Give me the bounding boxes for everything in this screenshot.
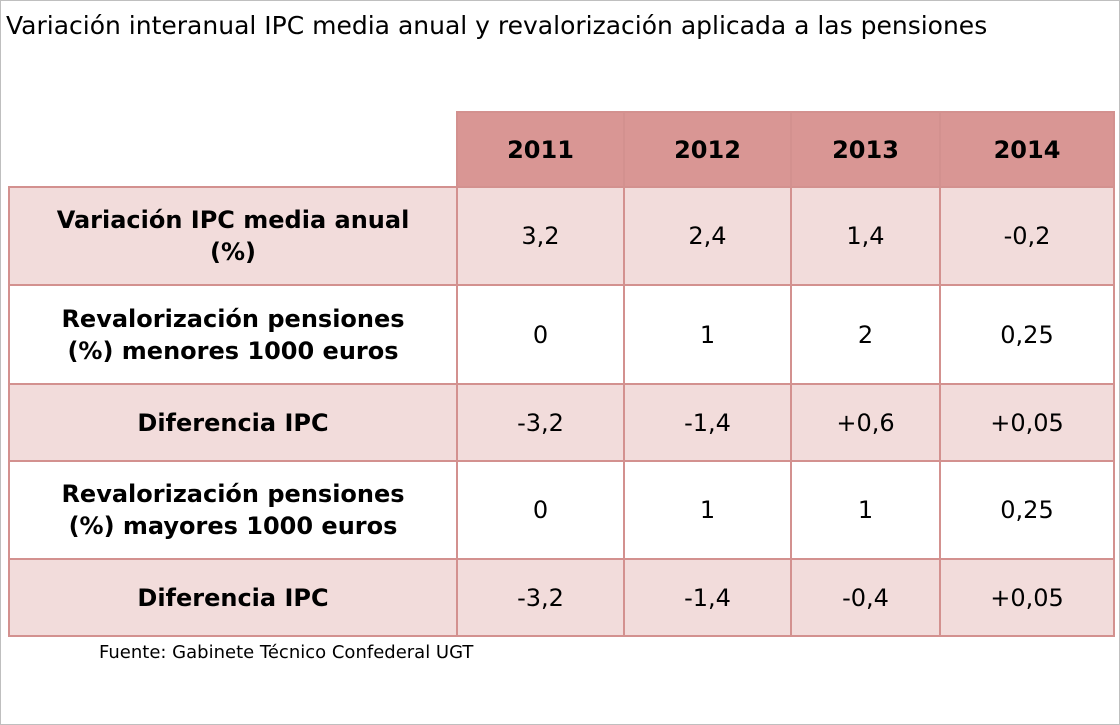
value-cell: +0,05 [939,558,1115,637]
value-cell: -1,4 [623,383,792,462]
row-label: Diferencia IPC [8,558,458,637]
value-cell: 1 [623,284,792,385]
value-cell: 1 [623,460,792,560]
value-cell: -0,2 [939,186,1115,286]
table-row: Diferencia IPC -3,2 -1,4 -0,4 +0,05 [8,558,1115,637]
header-cell: 2012 [623,111,792,188]
value-cell: 1 [790,460,941,560]
value-cell: 2 [790,284,941,385]
header-cell: 2014 [939,111,1115,188]
value-cell: -3,2 [456,558,625,637]
table-row: Variación IPC media anual (%) 3,2 2,4 1,4 -0… [8,186,1115,286]
row-label: Diferencia IPC [8,383,458,462]
data-table: 2011 2012 2013 2014 Variación IPC media anu… [8,111,1115,637]
value-cell: 0 [456,460,625,560]
table-row: Revalorización pensiones (%) menores 100… [8,284,1115,385]
header-cell: 2013 [790,111,941,188]
title: Variación interanual IPC media anual y r… [6,11,988,40]
row-label: Revalorización pensiones (%) mayores 100… [8,460,458,560]
table-row: Diferencia IPC -3,2 -1,4 +0,6 +0,05 [8,383,1115,462]
value-cell: -1,4 [623,558,792,637]
header-cell: 2011 [456,111,625,188]
value-cell: 0 [456,284,625,385]
blank-cell [9,112,458,188]
value-cell: 0,25 [939,460,1115,560]
value-cell: +0,6 [790,383,941,462]
header-row: 2011 2012 2013 2014 [9,111,1115,188]
value-cell: +0,05 [939,383,1115,462]
value-cell: -3,2 [456,383,625,462]
row-label: Variación IPC media anual (%) [8,186,458,286]
value-cell: 2,4 [623,186,792,286]
value-cell: 0,25 [939,284,1115,385]
value-cell: 3,2 [456,186,625,286]
source-note: Fuente: Gabinete Técnico Confederal UGT [99,642,474,663]
table-row: Revalorización pensiones (%) mayores 100… [8,460,1115,560]
value-cell: 1,4 [790,186,941,286]
row-label: Revalorización pensiones (%) menores 100… [8,284,458,385]
value-cell: -0,4 [790,558,941,637]
